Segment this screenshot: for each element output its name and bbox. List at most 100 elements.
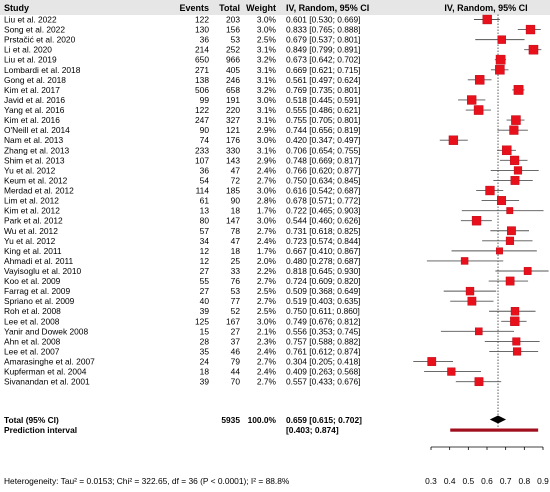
study-ci-text: 0.420 [0.347; 0.497] — [286, 135, 361, 145]
study-ci-text: 0.555 [0.486; 0.621] — [286, 105, 361, 115]
study-square — [467, 296, 477, 306]
x-axis-tick-label: 0.7 — [500, 476, 512, 486]
study-ci-text: 0.616 [0.542; 0.687] — [286, 186, 361, 196]
x-axis-tick-label: 0.9 — [537, 476, 549, 486]
study-events: 34 — [200, 236, 210, 246]
study-weight: 2.7% — [257, 357, 277, 367]
study-ci-text: 0.744 [0.656; 0.819] — [286, 125, 361, 135]
study-ci-text: 0.561 [0.497; 0.624] — [286, 75, 361, 85]
study-rows: Liu et al. 2022 122 203 3.0% 0.601 [0.530; 0… — [4, 15, 361, 387]
study-square — [528, 44, 539, 55]
study-events: 138 — [195, 75, 209, 85]
study-weight: 3.1% — [257, 115, 277, 125]
study-events: 12 — [200, 246, 210, 256]
study-name: Lee et al. 2008 — [4, 316, 60, 326]
study-weight: 3.0% — [257, 15, 277, 25]
study-total: 246 — [226, 75, 240, 85]
study-square — [506, 207, 514, 215]
study-name: Vayisoglu et al. 2010 — [4, 266, 81, 276]
study-events: 39 — [200, 377, 210, 387]
study-ci-text: 0.669 [0.621; 0.715] — [286, 65, 361, 75]
study-square — [467, 95, 477, 105]
study-total: 252 — [226, 45, 240, 55]
study-ci-text: 0.678 [0.571; 0.772] — [286, 196, 361, 206]
study-total: 72 — [231, 175, 241, 185]
study-events: 233 — [195, 145, 209, 155]
study-total: 18 — [231, 246, 241, 256]
study-events: 24 — [200, 357, 210, 367]
study-total: 156 — [226, 25, 240, 35]
study-events: 107 — [195, 155, 209, 165]
study-events: 122 — [195, 15, 209, 25]
study-square — [474, 377, 484, 387]
study-ci-text: 0.769 [0.735; 0.801] — [286, 85, 361, 95]
study-weight: 2.4% — [257, 236, 277, 246]
study-name: Gong et al. 2018 — [4, 75, 66, 85]
plot-marks: 0.3 0.4 0.5 0.6 0.7 0.8 0.9 — [413, 14, 549, 486]
study-name: Yanir and Dowek 2008 — [4, 326, 88, 336]
study-weight: 2.5% — [257, 306, 277, 316]
study-events: 40 — [200, 296, 210, 306]
study-events: 54 — [200, 175, 210, 185]
study-events: 18 — [200, 367, 210, 377]
study-ci-text: 0.818 [0.645; 0.930] — [286, 266, 361, 276]
study-name: Yang et al. 2016 — [4, 105, 65, 115]
summary-diamond — [489, 415, 507, 424]
study-square — [474, 327, 483, 336]
study-total: 220 — [226, 105, 240, 115]
study-ci-text: 0.519 [0.403; 0.635] — [286, 296, 361, 306]
study-weight: 3.0% — [257, 25, 277, 35]
study-square — [510, 316, 520, 326]
study-square — [510, 307, 520, 316]
study-total: 966 — [226, 55, 240, 65]
study-name: Liu et al. 2019 — [4, 55, 57, 65]
study-total: 44 — [231, 367, 241, 377]
study-total: 47 — [231, 236, 241, 246]
study-total: 52 — [231, 306, 241, 316]
study-ci-text: 0.750 [0.634; 0.845] — [286, 175, 361, 185]
study-name: Spriano et al. 2009 — [4, 296, 75, 306]
study-square — [512, 337, 521, 346]
study-square — [523, 267, 532, 275]
heterogeneity-text: Heterogeneity: Tau² = 0.0153; Chi² = 322… — [4, 476, 290, 486]
study-total: 405 — [226, 65, 240, 75]
study-name: Wu et al. 2012 — [4, 226, 58, 236]
study-weight: 2.9% — [257, 125, 277, 135]
study-total: 77 — [231, 296, 241, 306]
study-square — [427, 357, 437, 366]
study-ci-text: 0.679 [0.537; 0.801] — [286, 35, 361, 45]
study-ci-text: 0.766 [0.620; 0.877] — [286, 165, 361, 175]
study-name: King et al. 2011 — [4, 246, 62, 256]
study-name: Amarasinghe et al. 2007 — [4, 357, 95, 367]
study-ci-text: 0.667 [0.410; 0.867] — [286, 246, 361, 256]
study-events: 55 — [200, 276, 210, 286]
study-events: 247 — [195, 115, 209, 125]
study-name: Yu et al. 2012 — [4, 236, 56, 246]
study-total: 167 — [226, 316, 240, 326]
study-total: 25 — [231, 256, 241, 266]
study-weight: 3.1% — [257, 45, 277, 55]
study-name: Lee et al. 2007 — [4, 346, 60, 356]
study-weight: 2.4% — [257, 346, 277, 356]
study-events: 15 — [200, 326, 210, 336]
study-events: 12 — [200, 256, 210, 266]
x-axis-tick-label: 0.6 — [481, 476, 493, 486]
x-axis-tick-label: 0.5 — [463, 476, 475, 486]
study-weight: 2.7% — [257, 377, 277, 387]
study-weight: 3.0% — [257, 95, 277, 105]
study-total: 18 — [231, 206, 241, 216]
study-ci-text: 0.556 [0.353; 0.745] — [286, 326, 361, 336]
study-name: Koo et al. 2009 — [4, 276, 61, 286]
study-square — [471, 216, 482, 226]
study-events: 99 — [200, 95, 210, 105]
study-ci-text: 0.509 [0.368; 0.649] — [286, 286, 361, 296]
study-weight: 2.7% — [257, 276, 277, 286]
study-name: Zhang et al. 2013 — [4, 145, 70, 155]
study-ci-text: 0.706 [0.654; 0.755] — [286, 145, 361, 155]
header-total: Total — [219, 3, 240, 13]
study-weight: 2.0% — [257, 256, 277, 266]
study-name: Kim et al. 2016 — [4, 115, 60, 125]
study-square — [525, 24, 536, 35]
study-square — [495, 54, 506, 65]
